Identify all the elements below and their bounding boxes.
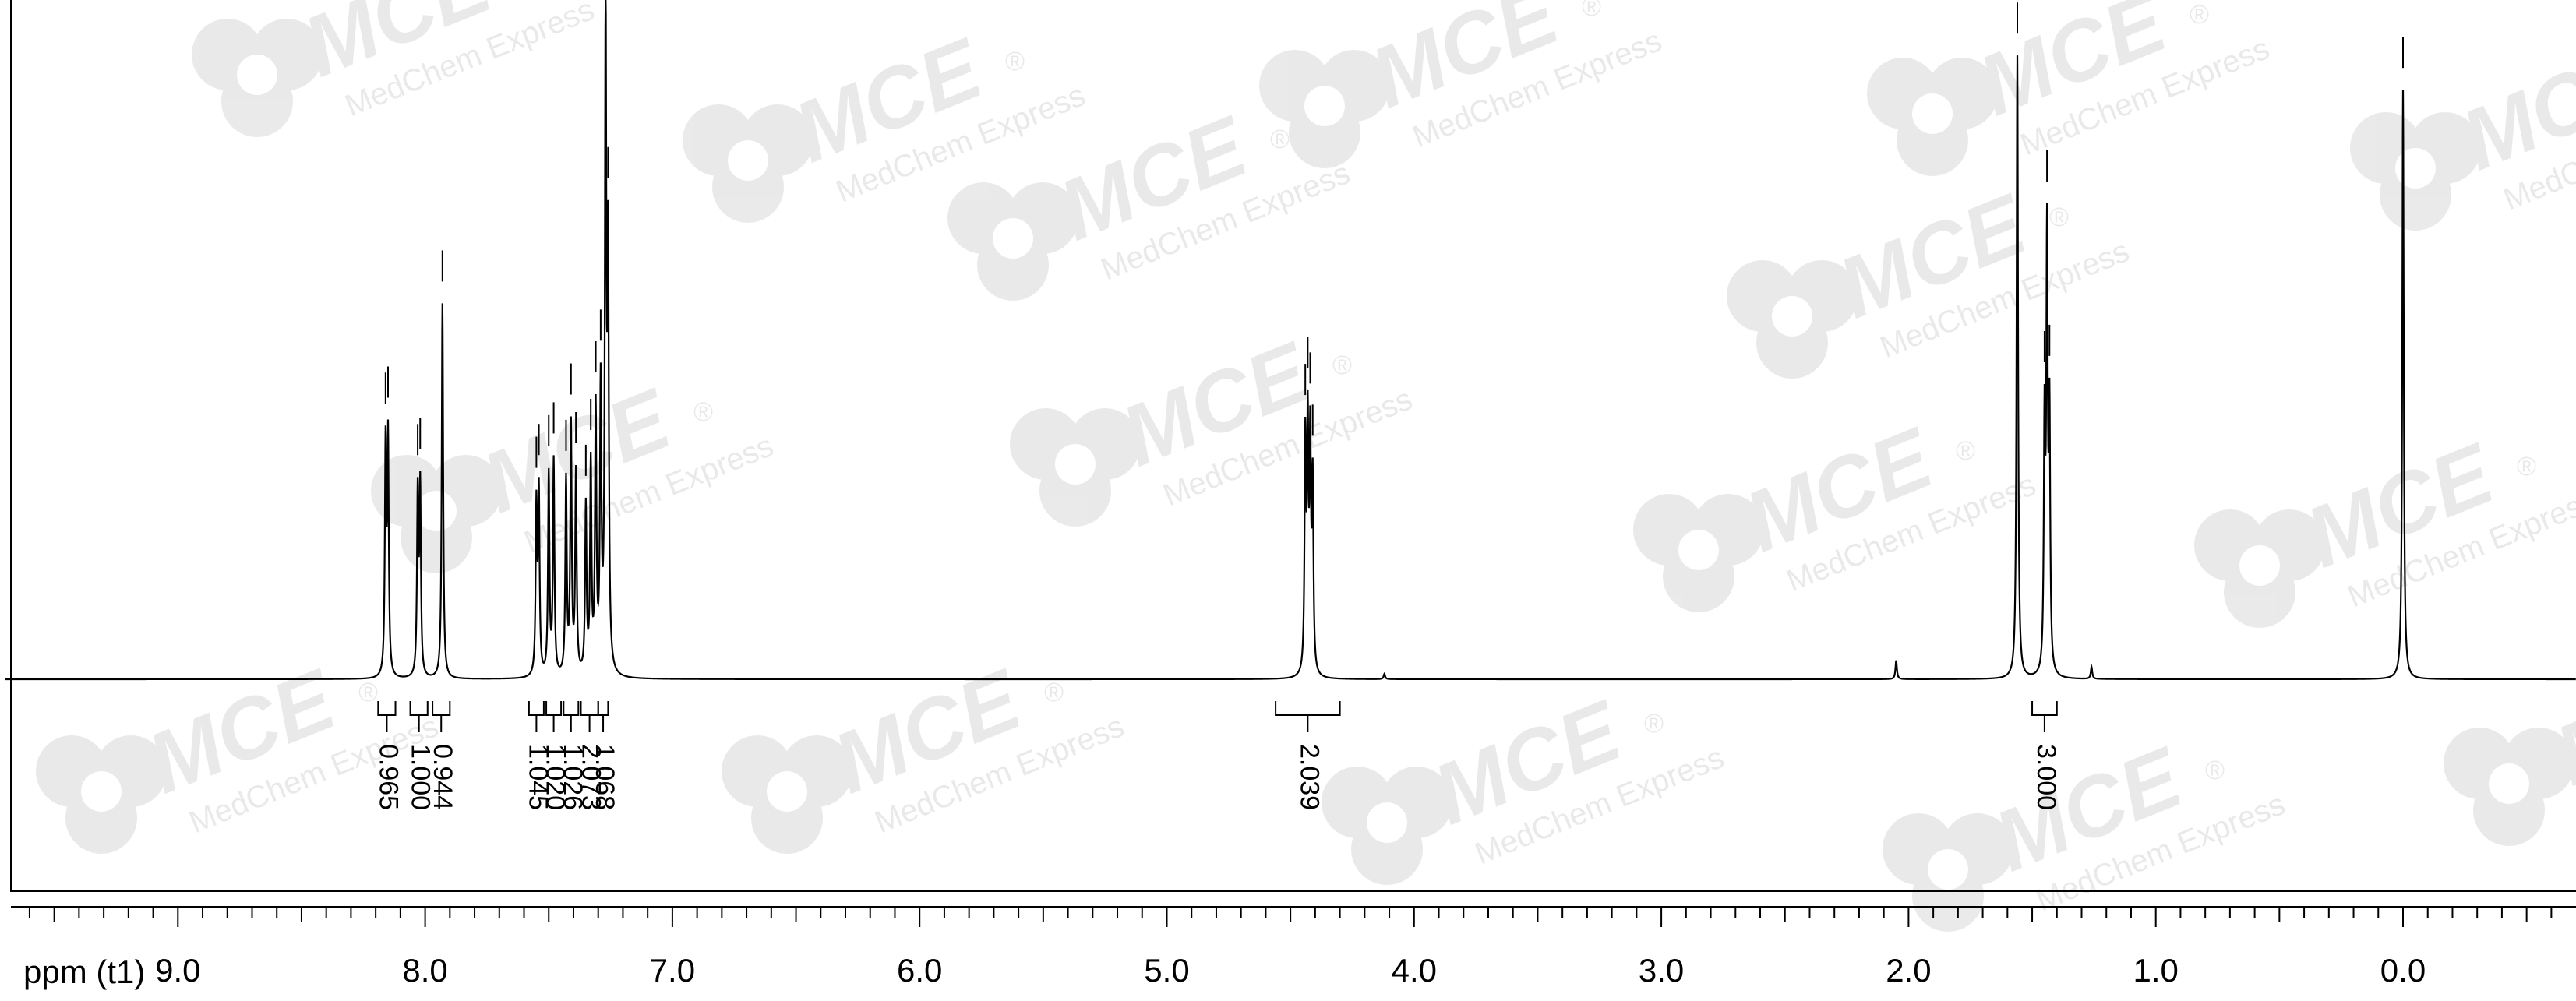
x-tick-label: 8.0 <box>402 952 447 989</box>
integral-label: 3.000 <box>2031 744 2061 810</box>
watermark-registered: ® <box>358 678 378 707</box>
watermark-registered: ® <box>1270 125 1290 154</box>
watermark-registered: ® <box>2205 756 2225 785</box>
watermark-registered: ® <box>2049 203 2069 232</box>
integral-label: 1.045 <box>523 744 552 810</box>
watermark-registered: ® <box>1956 436 1975 466</box>
x-tick-label: 0.0 <box>2380 952 2426 989</box>
integral-region: 2.073 <box>577 701 606 810</box>
watermark-registered: ® <box>2190 0 2209 30</box>
integral-region: 0.944 <box>428 701 457 810</box>
x-tick-label: 9.0 <box>155 952 200 989</box>
integral-region: 3.000 <box>2031 701 2061 810</box>
x-axis: ppm (t1) 9.0 8.0 7.0 6.0 5.0 4.0 3.0 2.0 1.0 0.0 <box>11 906 2576 990</box>
x-tick-label: 3.0 <box>1639 952 1684 989</box>
watermark-registered: ® <box>1005 47 1025 76</box>
integral-region: 2.039 <box>1275 701 1341 810</box>
x-tick-label: 7.0 <box>650 952 695 989</box>
integral-label: 2.039 <box>1294 744 1324 810</box>
watermark-registered: ® <box>693 397 713 427</box>
integral-label: 1.068 <box>590 744 619 810</box>
integral-label: 1.026 <box>558 744 588 810</box>
integral-region: 1.000 <box>406 701 436 810</box>
watermark-registered: ® <box>2517 452 2536 481</box>
integral-region: 0.965 <box>373 701 403 810</box>
watermark-registered: ® <box>1332 351 1352 380</box>
integral-label: 0.965 <box>373 744 403 810</box>
spectrum-trace <box>5 0 2576 681</box>
integral-label: 0.944 <box>428 744 457 810</box>
integral-region: 1.026 <box>558 701 588 810</box>
integral-region: 1.045 <box>523 701 552 810</box>
x-tick-label: 5.0 <box>1144 952 1189 989</box>
x-tick-label: 6.0 <box>897 952 942 989</box>
x-axis-label: ppm (t1) <box>23 953 145 990</box>
peak-picks-layer <box>384 2 2404 476</box>
integral-label: 2.073 <box>577 744 606 810</box>
plot-frame <box>10 0 2576 892</box>
integral-label: 1.000 <box>406 744 436 810</box>
watermark-registered: ® <box>1044 678 1064 707</box>
integral-label: 1.020 <box>541 744 570 810</box>
x-tick-label: 2.0 <box>1886 952 1931 989</box>
x-tick-label: 1.0 <box>2133 952 2179 989</box>
trace-layer <box>5 0 2576 681</box>
integral-region: 1.068 <box>590 701 619 810</box>
watermark-registered: ® <box>1582 0 1601 22</box>
integral-region: 1.020 <box>541 701 570 810</box>
x-tick-label: 4.0 <box>1392 952 1437 989</box>
watermark-registered: ® <box>1644 709 1664 738</box>
